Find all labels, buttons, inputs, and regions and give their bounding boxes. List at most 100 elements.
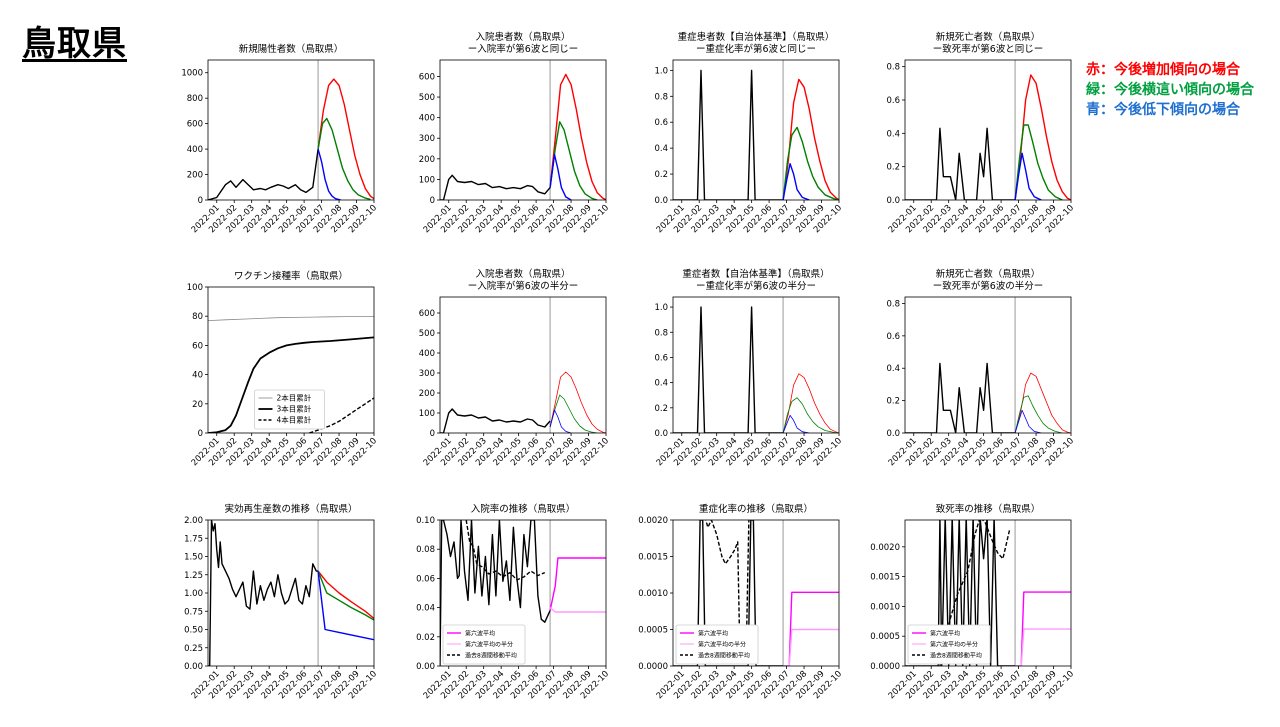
- series-line-black: [208, 149, 319, 200]
- series-line-red: [317, 570, 374, 620]
- y-tick-label: 0.0020: [870, 543, 900, 553]
- y-tick-label: 1.25: [184, 571, 203, 581]
- page-title: 鳥取県: [22, 24, 127, 64]
- chart-title: 致死率の推移（鳥取県）: [936, 503, 1041, 515]
- y-tick-label: 0.4: [886, 129, 900, 139]
- chart-c11: 重症化率の推移（鳥取県） 0.0000 0.0005 0.0010 0.0015 0.00…: [638, 503, 844, 701]
- y-tick-label: 80: [192, 312, 203, 322]
- legend-label: 過去8週間移動平均: [930, 652, 982, 660]
- legend-blue-text: 青：今後低下傾向の場合: [1086, 102, 1240, 118]
- y-tick-label: 600: [419, 72, 435, 82]
- chart-c12: 致死率の推移（鳥取県） 0.0000 0.0005 0.0010 0.0015 0.002…: [870, 503, 1076, 701]
- legend-label: 第六波平均: [930, 630, 960, 638]
- series-line-green: [317, 570, 374, 621]
- series-line-black: [905, 520, 1016, 666]
- chart-title: 重症者数【自治体基準】（鳥取県）: [682, 268, 829, 280]
- y-tick-label: 1000: [181, 69, 203, 79]
- series-line-blue: [782, 415, 810, 433]
- y-tick-label: 1.0: [654, 66, 668, 76]
- y-tick-label: 0: [198, 196, 203, 206]
- y-tick-label: 400: [419, 349, 435, 359]
- series-line-green: [1014, 395, 1063, 433]
- y-tick-label: 800: [187, 94, 203, 104]
- chart-title: 入院率の推移（鳥取県）: [471, 503, 576, 515]
- y-tick-label: 300: [419, 369, 435, 379]
- y-tick-label: 500: [419, 93, 435, 103]
- y-tick-label: 500: [419, 329, 435, 339]
- y-tick-label: 1.50: [184, 553, 203, 563]
- y-tick-label: 0.2: [886, 397, 900, 407]
- chart-c2: 入院患者数（鳥取県）ー入院率が第6波と同じー 0 100 200 300 400 500 60…: [419, 31, 611, 235]
- series-line-magenta: [783, 591, 839, 666]
- y-tick-label: 0.8: [654, 328, 668, 338]
- y-tick-label: 1.00: [184, 589, 203, 599]
- chart-c8: 新規死亡者数（鳥取県）ー致死率が第6波の半分ー0.00.20.40.60.820…: [886, 268, 1076, 468]
- series-line-red: [782, 78, 839, 200]
- y-tick-label: 0.0: [654, 196, 668, 206]
- y-tick-label: 0.6: [886, 332, 900, 342]
- series-line-black: [440, 520, 551, 666]
- y-tick-label: 0.0: [886, 429, 900, 439]
- chart-c3: 重症患者数【自治体基準】（鳥取県）ー重症化率が第6波と同じー 0.0 0.2 0.4 0…: [654, 31, 844, 235]
- chart-title: 新規死亡者数（鳥取県）: [936, 268, 1041, 280]
- plot-frame: [207, 59, 375, 201]
- series-line-black: [905, 362, 1016, 433]
- y-tick-label: 0.0: [654, 429, 668, 439]
- y-tick-label: 100: [419, 175, 435, 185]
- y-tick-label: 0.2: [886, 163, 900, 173]
- series-line-green: [1014, 124, 1063, 200]
- y-tick-label: 40: [192, 371, 203, 381]
- plot-frame: [904, 296, 1072, 434]
- series-line-blue: [549, 153, 572, 200]
- legend-label: 4本目累計: [276, 415, 311, 425]
- chart-title: 新規陽性者数（鳥取県）: [239, 43, 344, 55]
- series-line-black: [673, 306, 784, 433]
- chart-title: ー入院率が第6波の半分ー: [468, 280, 579, 292]
- chart-c1: 新規陽性者数（鳥取県）020040060080010002022-012022-…: [181, 43, 379, 235]
- y-tick-label: 0: [198, 429, 203, 439]
- chart-title: ー致死率が第6波の半分ー: [933, 280, 1044, 292]
- chart-c5: ワクチン接種率（鳥取県）0204060801002022-012022-0220…: [187, 270, 379, 468]
- y-tick-label: 0.0010: [638, 589, 668, 599]
- series-line-black: [309, 397, 374, 433]
- y-tick-label: 0.06: [416, 574, 435, 584]
- legend-label: 2本目累計: [276, 393, 311, 403]
- plot-frame: [672, 59, 840, 201]
- plot-frame: [439, 59, 607, 201]
- legend-label: 3本目累計: [276, 404, 311, 414]
- y-tick-label: 0.0005: [638, 626, 668, 636]
- y-tick-label: 1.75: [184, 534, 203, 544]
- series-line-blue: [1014, 152, 1042, 200]
- y-tick-label: 20: [192, 400, 203, 410]
- series-line-green: [549, 121, 598, 200]
- plot-frame: [439, 296, 607, 434]
- y-tick-label: 200: [419, 389, 435, 399]
- plot-frame: [672, 296, 840, 434]
- series-line-red: [1014, 74, 1071, 200]
- series-line-magenta: [1015, 591, 1071, 666]
- legend-label: 過去8週間移動平均: [465, 652, 517, 660]
- scenario-legend: 赤：今後増加傾向の場合 緑：今後横這い傾向の場合 青：今後低下傾向の場合: [1086, 60, 1254, 120]
- y-tick-label: 0.4: [654, 144, 668, 154]
- series-line-green: [782, 397, 839, 433]
- chart-c6: 入院患者数（鳥取県）ー入院率が第6波の半分ー 0 100 200 300 400 500 60…: [419, 268, 611, 468]
- legend-green-text: 緑：今後横這い傾向の場合: [1086, 82, 1254, 98]
- series-line-pink: [549, 607, 606, 613]
- y-tick-label: 0.0005: [870, 632, 900, 642]
- y-tick-label: 0.4: [654, 379, 668, 389]
- series-line-green: [317, 117, 371, 200]
- y-tick-label: 0.6: [654, 353, 668, 363]
- y-tick-label: 0.8: [886, 299, 900, 309]
- y-tick-label: 300: [419, 134, 435, 144]
- legend-label: 第六波平均の半分: [465, 641, 513, 649]
- y-tick-label: 0.75: [184, 607, 203, 617]
- y-tick-label: 0.0: [886, 196, 900, 206]
- y-tick-label: 1.0: [654, 303, 668, 313]
- y-tick-label: 0.2: [654, 404, 668, 414]
- series-line-black: [701, 520, 750, 653]
- y-tick-label: 600: [419, 309, 435, 319]
- legend-label: 第六波平均の半分: [930, 641, 978, 649]
- chart-title: ー重症化率が第6波の半分ー: [696, 280, 816, 292]
